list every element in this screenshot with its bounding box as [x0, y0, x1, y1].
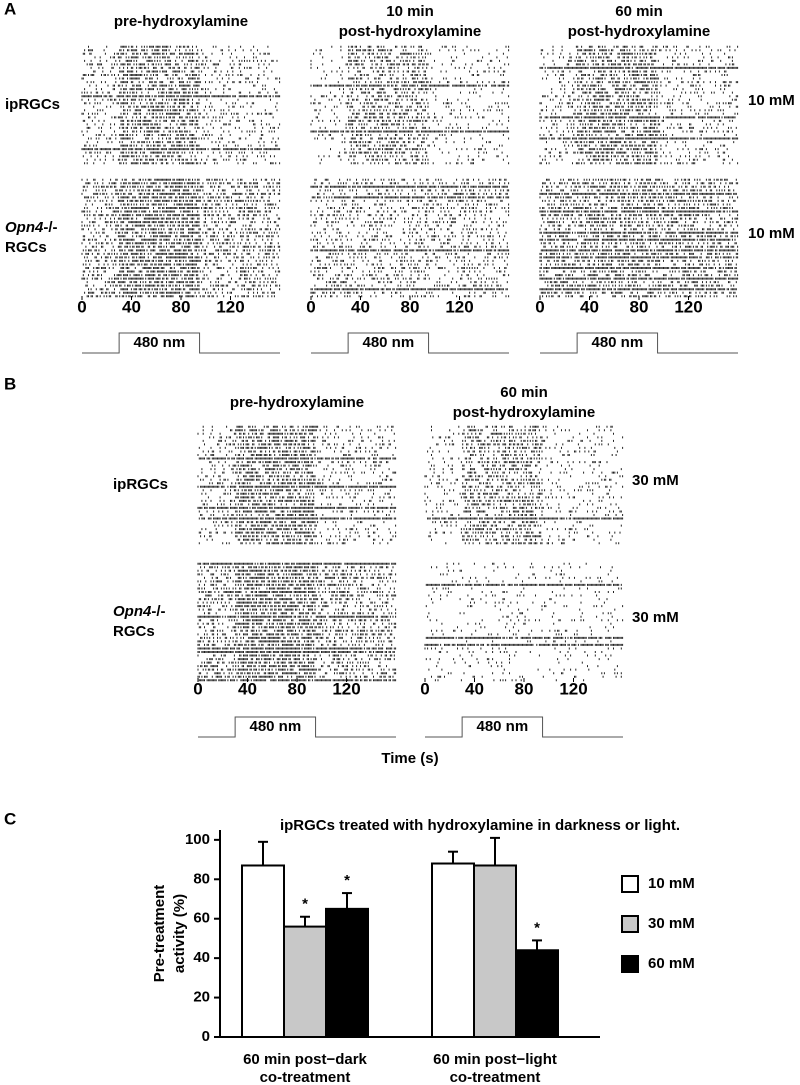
legend-label: 30 mM	[648, 915, 695, 932]
raster	[310, 45, 510, 165]
row-label: RGCs	[5, 239, 47, 256]
concentration-label: 30 mM	[632, 472, 679, 489]
raster	[310, 178, 510, 298]
x-tick-label: 120	[445, 297, 473, 316]
x-tick-label: 120	[332, 679, 360, 698]
row-label-plain: -/-	[151, 603, 165, 620]
x-tick-label: 0	[193, 679, 202, 698]
y-tick-label: 80	[193, 870, 210, 887]
x-tick-label: 120	[559, 679, 587, 698]
column-title: pre-hydroxylamine	[230, 394, 364, 411]
x-tick-label: 40	[122, 297, 141, 316]
x-tick-label: 80	[515, 679, 534, 698]
chart-title: ipRGCs treated with hydroxylamine in dar…	[280, 817, 680, 834]
stimulus-label: 480 nm	[591, 334, 643, 351]
y-tick-label: 100	[185, 831, 210, 848]
stimulus-label: 480 nm	[362, 334, 414, 351]
panel-label: C	[4, 809, 16, 828]
raster	[424, 425, 624, 545]
significance-marker: *	[344, 872, 350, 889]
bar	[473, 864, 517, 1038]
stimulus-trace	[198, 716, 396, 738]
concentration-label: 30 mM	[632, 609, 679, 626]
bar	[283, 925, 327, 1038]
x-tick-label: 80	[630, 297, 649, 316]
x-axis-label: Time (s)	[381, 750, 438, 767]
column-title: 60 min	[615, 3, 663, 20]
concentration-label: 10 mM	[748, 225, 795, 242]
row-label: ipRGCs	[113, 476, 168, 493]
raster	[539, 178, 739, 298]
significance-marker: *	[534, 919, 540, 936]
row-label: RGCs	[113, 623, 155, 640]
panel-label: A	[4, 0, 16, 18]
stimulus-trace	[311, 332, 509, 354]
column-title: post-hydroxylamine	[568, 23, 711, 40]
x-tick-label: 60 min post−light	[433, 1051, 557, 1068]
legend-swatch	[621, 875, 639, 893]
x-tick-label: 120	[674, 297, 702, 316]
raster	[81, 45, 281, 165]
y-tick-label: 0	[202, 1028, 210, 1045]
bar	[241, 864, 285, 1038]
x-tick-label: 80	[401, 297, 420, 316]
stimulus-trace	[425, 716, 623, 738]
raster	[197, 562, 397, 682]
stimulus-label: 480 nm	[249, 718, 301, 735]
raster	[539, 45, 739, 165]
legend-swatch	[621, 955, 639, 973]
column-title: post-hydroxylamine	[339, 23, 482, 40]
raster	[197, 425, 397, 545]
concentration-label: 10 mM	[748, 92, 795, 109]
x-tick-label: 40	[238, 679, 257, 698]
row-label-italic: Opn4	[5, 219, 44, 236]
y-axis-label: activity (%)	[171, 894, 188, 973]
x-tick-label: 0	[77, 297, 86, 316]
column-title: 60 min	[500, 384, 548, 401]
x-tick-label: co-treatment	[260, 1069, 351, 1085]
y-tick-label: 20	[193, 989, 210, 1006]
x-tick-label: 40	[580, 297, 599, 316]
row-label: ipRGCs	[5, 96, 60, 113]
stimulus-label: 480 nm	[476, 718, 528, 735]
raster	[81, 178, 281, 298]
y-axis-label: Pre-treatment	[151, 885, 168, 983]
bar	[325, 907, 369, 1038]
row-label: Opn4-/-	[113, 603, 166, 620]
x-tick-label: 60 min post−dark	[243, 1051, 367, 1068]
x-tick-label: 0	[535, 297, 544, 316]
x-tick-label: 40	[351, 297, 370, 316]
bar	[431, 862, 475, 1038]
x-tick-label: 120	[216, 297, 244, 316]
x-tick-label: 80	[288, 679, 307, 698]
x-tick-label: 80	[172, 297, 191, 316]
stimulus-trace	[540, 332, 738, 354]
bar	[515, 949, 559, 1038]
x-tick-label: 0	[306, 297, 315, 316]
legend-label: 60 mM	[648, 955, 695, 972]
x-tick-label: 0	[420, 679, 429, 698]
stimulus-trace	[82, 332, 280, 354]
column-title: pre-hydroxylamine	[114, 13, 248, 30]
row-label-italic: Opn4	[113, 603, 152, 620]
column-title: post-hydroxylamine	[453, 404, 596, 421]
significance-marker: *	[302, 896, 308, 913]
legend-label: 10 mM	[648, 875, 695, 892]
x-tick-label: co-treatment	[450, 1069, 541, 1085]
y-tick-label: 40	[193, 949, 210, 966]
row-label-plain: -/-	[43, 219, 57, 236]
raster	[424, 562, 624, 682]
row-label: Opn4-/-	[5, 219, 58, 236]
legend-swatch	[621, 915, 639, 933]
column-title: 10 min	[386, 3, 434, 20]
y-tick-label: 60	[193, 910, 210, 927]
panel-label: B	[4, 374, 16, 393]
stimulus-label: 480 nm	[133, 334, 185, 351]
x-tick-label: 40	[465, 679, 484, 698]
